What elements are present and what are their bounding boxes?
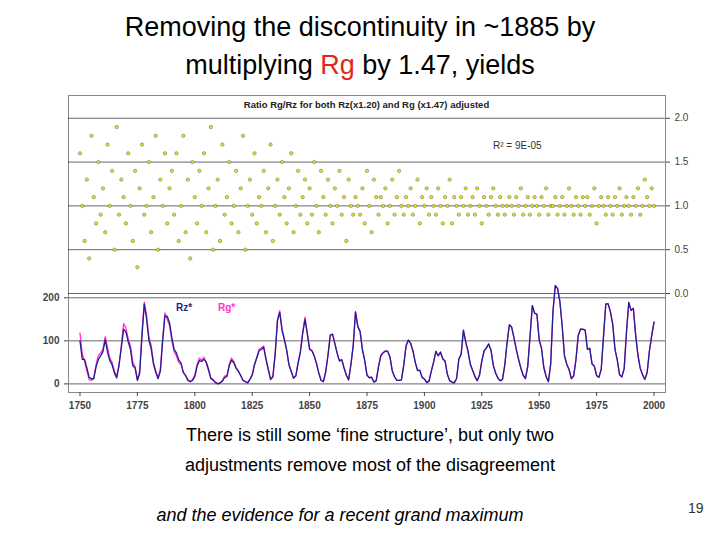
html-text:and the evidence for a recent: and the evidence for a recent grand maxi…: [156, 505, 524, 525]
svg-text:0: 0: [54, 378, 60, 389]
svg-text:1.5: 1.5: [675, 156, 689, 167]
svg-text:1975: 1975: [585, 400, 608, 411]
svg-text:100: 100: [43, 335, 60, 346]
html-text:Rg*: Rg*: [218, 302, 236, 313]
html-text:Ratio Rg/Rz for both Rz(x1.20): Ratio Rg/Rz for both Rz(x1.20) and Rg (x…: [243, 99, 490, 110]
svg-text:1875: 1875: [356, 400, 379, 411]
html-text:Rz*: Rz*: [176, 302, 193, 313]
svg-text:1850: 1850: [298, 400, 321, 411]
svg-text:200: 200: [43, 292, 60, 303]
svg-text:0.5: 0.5: [675, 244, 689, 255]
html-text:There is still some ‘fine stru: There is still some ‘fine structure’, bu…: [185, 425, 555, 445]
html-text:R² = 9E-05: R² = 9E-05: [493, 140, 542, 151]
html-text:multiplying Rg by 1.47, yields: multiplying Rg by 1.47, yields: [185, 50, 535, 80]
svg-text:1950: 1950: [528, 400, 551, 411]
svg-text:2000: 2000: [643, 400, 666, 411]
svg-text:1925: 1925: [471, 400, 494, 411]
html-text:Removing the discontinuity in: Removing the discontinuity in ~1885 by: [124, 12, 596, 42]
svg-text:2.0: 2.0: [675, 112, 689, 123]
svg-text:1900: 1900: [413, 400, 436, 411]
html-text:adjustments remove most of the: adjustments remove most of the disagreem…: [184, 455, 556, 475]
svg-text:1750: 1750: [69, 400, 92, 411]
svg-text:1775: 1775: [126, 400, 149, 411]
svg-text:1825: 1825: [241, 400, 264, 411]
svg-text:1800: 1800: [184, 400, 207, 411]
html-text:19: 19: [688, 500, 704, 516]
svg-text:0.0: 0.0: [675, 288, 689, 299]
svg-text:1.0: 1.0: [675, 200, 689, 211]
